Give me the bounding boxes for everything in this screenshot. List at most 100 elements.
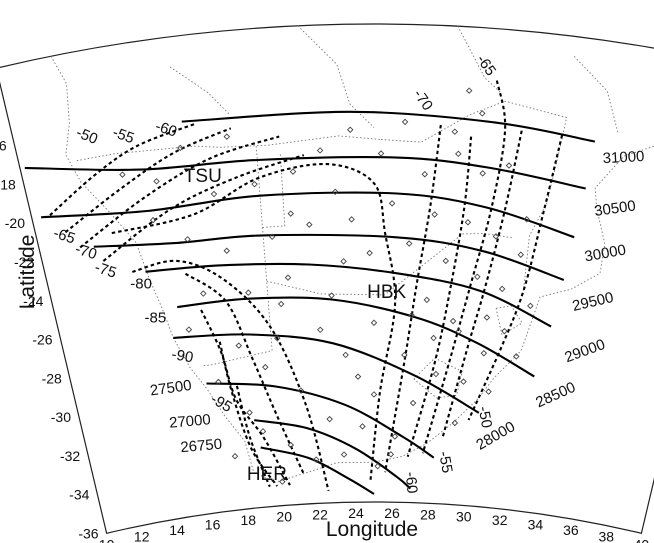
contour-label: -95 [208, 390, 235, 416]
observation-point [153, 178, 160, 185]
observation-point [455, 150, 462, 158]
solid-contour-line [24, 156, 586, 190]
contour-label: -50 [74, 124, 100, 148]
observation-point [259, 428, 267, 435]
solid-contour-line [206, 382, 435, 459]
observation-point [268, 233, 276, 241]
annotation-layer: 3100030500300002950029000285002800027500… [51, 52, 645, 495]
x-tick-label: 30 [456, 509, 472, 525]
observation-point [498, 285, 506, 293]
observation-point [346, 126, 354, 133]
y-tick-label: -30 [51, 409, 71, 425]
observation-point [215, 378, 222, 386]
contour-label: 26750 [180, 436, 223, 457]
observation-point [370, 319, 378, 326]
map-frame [0, 23, 654, 535]
observation-point [465, 87, 473, 94]
observation-point [401, 351, 408, 359]
contour-label: -55 [110, 124, 136, 147]
observation-point [409, 399, 417, 407]
contour-layer [24, 80, 596, 495]
observation-point [312, 456, 320, 463]
observation-point [274, 334, 281, 342]
x-tick-label: 32 [492, 512, 508, 528]
contour-label: 27500 [149, 377, 193, 400]
observation-point [527, 302, 534, 310]
observation-point [340, 451, 348, 458]
solid-contour-line [177, 296, 535, 378]
country-border [457, 25, 502, 94]
observation-point [485, 388, 492, 395]
dashed-contour-line [441, 130, 523, 439]
y-tick-label: -20 [5, 215, 25, 231]
x-tick-label: 38 [599, 529, 615, 543]
observation-point [387, 451, 395, 458]
observation-point [401, 118, 409, 126]
observation-point [474, 273, 481, 281]
y-tick-label: -34 [69, 487, 89, 503]
observation-point [374, 462, 381, 470]
dashed-contour-line [102, 154, 305, 262]
contour-label: -65 [51, 225, 77, 248]
observation-point [177, 144, 184, 152]
station-label: HER [247, 464, 287, 485]
dashed-contour-line [406, 136, 473, 457]
observation-point [517, 251, 525, 258]
observation-point [185, 326, 193, 333]
solid-contour-line [41, 191, 575, 239]
x-tick-label: 22 [312, 506, 328, 522]
y-tick-label: -28 [42, 370, 62, 386]
observation-point [297, 387, 305, 394]
x-tick-label: 20 [276, 509, 292, 525]
contour-label: -70 [73, 240, 99, 263]
dashed-contour-line [79, 135, 280, 249]
observation-point [306, 221, 313, 228]
observation-point [223, 133, 231, 140]
observation-point [235, 342, 243, 349]
axis-layer: 10121416182022242628303234363840-12-14-1… [0, 138, 650, 543]
observation-point [366, 249, 373, 257]
observation-point [449, 317, 457, 325]
observation-point [284, 274, 292, 281]
observation-point [223, 247, 231, 254]
contour-label: 30500 [593, 197, 637, 220]
station-label: TSU [184, 166, 222, 187]
x-tick-label: 26 [384, 505, 400, 521]
x-tick-label: 40 [634, 536, 650, 543]
observation-point [328, 292, 335, 299]
y-axis-title: Latitude [16, 235, 39, 310]
observation-point [377, 150, 385, 157]
y-tick-label: -36 [78, 525, 98, 541]
x-tick-label: 24 [348, 505, 364, 521]
observation-point [340, 258, 347, 265]
observation-layer [119, 87, 534, 485]
country-border [381, 100, 568, 292]
observation-point [460, 378, 467, 385]
observation-point [391, 433, 399, 440]
x-tick-label: 18 [241, 512, 257, 528]
observation-point [388, 200, 396, 207]
country-border [76, 135, 382, 162]
observation-point [354, 373, 362, 380]
contour-label: 29000 [562, 336, 607, 366]
y-tick-label: -32 [60, 448, 80, 464]
contour-label: -80 [130, 276, 152, 293]
observation-point [501, 327, 508, 335]
contour-label: -60 [402, 471, 421, 494]
dashed-contour-line [49, 123, 195, 216]
contour-label: 27000 [168, 411, 211, 432]
x-tick-label: 14 [169, 522, 185, 538]
x-tick-label: 12 [134, 529, 150, 543]
observation-point [505, 162, 513, 169]
dashed-contour-line [384, 124, 442, 473]
observation-point [455, 328, 462, 335]
dashed-contour-line [467, 134, 564, 421]
observation-point [251, 180, 258, 188]
observation-point [464, 219, 472, 226]
contour-label: 31000 [602, 148, 645, 167]
observation-point [451, 419, 459, 427]
x-tick-label: 10 [99, 536, 115, 543]
observation-point [119, 171, 126, 178]
observation-point [287, 441, 295, 449]
contour-label: -75 [93, 259, 119, 282]
